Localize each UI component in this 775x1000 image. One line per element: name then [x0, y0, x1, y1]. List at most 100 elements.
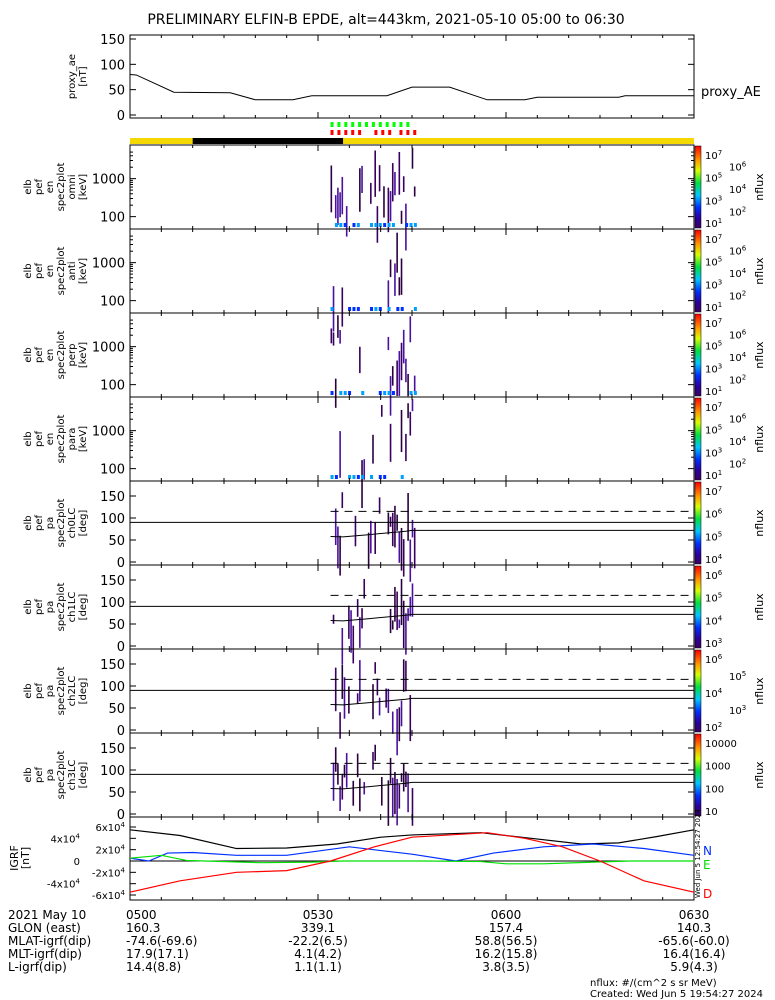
- low-energy-pixel: [405, 223, 409, 227]
- footer-value: -65.6(-60.0): [658, 934, 729, 948]
- low-energy-pixel: [396, 307, 400, 311]
- spectrogram-pixel: [334, 667, 337, 712]
- low-energy-pixel: [356, 475, 360, 479]
- y-tick-label: 100: [100, 463, 125, 478]
- spectrogram-pixel: [387, 187, 390, 233]
- y-tick-label: 150: [100, 574, 125, 589]
- colorbar-tick-label: 102: [729, 290, 746, 303]
- low-energy-pixel: [339, 223, 343, 227]
- colorbar-tick-label: 101: [705, 469, 722, 482]
- spec-omni-ylabel-line: [keV]: [78, 174, 89, 200]
- spectrogram-pixel: [339, 786, 341, 811]
- spec-perp-frame: [129, 312, 695, 398]
- colorbar: [694, 649, 702, 733]
- spectrogram-pixel: [352, 625, 355, 664]
- colorbar-tick-label: 100: [705, 784, 724, 795]
- colorbar-tick-label: 107: [705, 401, 722, 414]
- low-energy-pixel: [361, 475, 365, 479]
- red-science-tick: [406, 130, 410, 135]
- colorbar-tick-label: 104: [705, 687, 723, 700]
- low-energy-pixel: [383, 475, 387, 479]
- y-tick-label: 4x104: [51, 832, 81, 845]
- y-tick-label: 150: [100, 658, 125, 673]
- spectrogram-pixel: [383, 186, 385, 218]
- red-science-tick: [399, 130, 403, 135]
- colorbar-tick-label: 106: [705, 569, 723, 582]
- colorbar-tick-label: 106: [729, 244, 747, 257]
- green-science-tick: [330, 122, 334, 127]
- spectrogram-pixel: [361, 608, 363, 629]
- pa-ch2LC-ylabel-line: elb: [23, 683, 34, 698]
- spec-perp-ylabel-line: en: [45, 349, 56, 362]
- green-science-tick: [392, 122, 396, 127]
- spec-anti-frame: [129, 228, 695, 314]
- igrf-ylabel-line: [nT]: [19, 847, 32, 869]
- colorbar-tick-label: 104: [705, 614, 723, 627]
- footer-value: -22.2(6.5): [288, 934, 348, 948]
- spectrogram-pixel: [370, 182, 372, 204]
- colorbar-tick-label: 10: [705, 807, 718, 818]
- colorbar: [694, 229, 702, 313]
- spectrogram-pixel: [387, 336, 390, 351]
- red-science-tick: [330, 130, 334, 135]
- spectrogram-pixel: [389, 423, 392, 462]
- proxy-ae-legend: proxy_AE: [701, 85, 761, 100]
- spec-anti-panel: 100 1000 101 102 103 104 105 106 107 nflux: [92, 229, 766, 332]
- pa-ch2LC-ylabel-line: pef: [34, 683, 45, 700]
- colorbar-tick-label: 106: [729, 160, 747, 173]
- spectrogram-pixel: [372, 434, 374, 464]
- pa-ch1LC-ylabel-line: spec2plot: [56, 583, 67, 632]
- spectrogram-pixel: [396, 778, 398, 826]
- green-science-tick: [337, 122, 341, 127]
- igrf-E-line: [129, 854, 694, 865]
- y-tick-label: -6x104: [92, 889, 126, 902]
- pa-ch1LC-ylabel-line: elb: [23, 599, 34, 614]
- colorbar-tick-label: 103: [729, 704, 746, 717]
- colorbar-tick-label: 104: [729, 183, 747, 196]
- spectrogram-pixel: [354, 515, 357, 547]
- green-science-tick: [344, 122, 348, 127]
- footer-value: 140.3: [677, 921, 711, 935]
- low-energy-pixel: [400, 307, 404, 311]
- colorbar: [694, 733, 702, 817]
- spectrogram-pixel: [337, 315, 339, 338]
- spectrogram-pixel: [339, 535, 341, 576]
- red-science-tick: [351, 130, 355, 135]
- units-note: nflux: #/(cm^2 s sr MeV): [590, 978, 717, 989]
- spectrogram-pixel: [374, 744, 376, 761]
- y-tick-label: 0: [117, 109, 125, 124]
- spectrogram-pixel: [337, 526, 339, 569]
- colorbar-tick-label: 103: [705, 446, 722, 459]
- colorbar: [694, 565, 702, 649]
- low-energy-pixel: [352, 307, 356, 311]
- spectrogram-pixel: [400, 527, 403, 571]
- spectrogram-pixel: [389, 608, 392, 634]
- spectrogram-pixel: [391, 512, 394, 547]
- footer-value: 5.9(4.3): [670, 960, 718, 974]
- colorbar-label: nflux: [753, 341, 766, 369]
- colorbar-tick-label: 106: [729, 328, 747, 341]
- low-energy-pixel: [361, 391, 365, 395]
- low-energy-pixel: [330, 391, 334, 395]
- y-tick-label: 100: [100, 211, 125, 226]
- spectrogram-pixel: [345, 206, 348, 237]
- spec-para-ylabel-line: elb: [23, 431, 34, 446]
- green-science-tick: [385, 122, 389, 127]
- footer-value: 17.9(17.1): [126, 947, 189, 961]
- spectrogram-pixel: [374, 662, 376, 674]
- footer-value: 4.1(4.2): [294, 947, 342, 961]
- spectrogram-pixel: [380, 404, 383, 417]
- low-energy-pixel: [387, 391, 391, 395]
- colorbar: [694, 481, 702, 565]
- spectrogram-pixel: [409, 411, 412, 436]
- pa-ch2LC-ylabel-line: pa: [45, 685, 56, 697]
- y-tick-label: -2x104: [92, 866, 126, 879]
- colorbar-label: nflux: [753, 173, 766, 201]
- colorbar-tick-label: 104: [729, 351, 747, 364]
- y-tick-label: 100: [100, 764, 125, 779]
- spec-perp-panel: 100 1000 101 102 103 104 105 106 107 nflux: [92, 313, 766, 416]
- spectrogram-pixel: [372, 751, 374, 770]
- footer-row-label: MLT-igrf(dip): [8, 947, 82, 961]
- spectrogram-pixel: [405, 358, 407, 383]
